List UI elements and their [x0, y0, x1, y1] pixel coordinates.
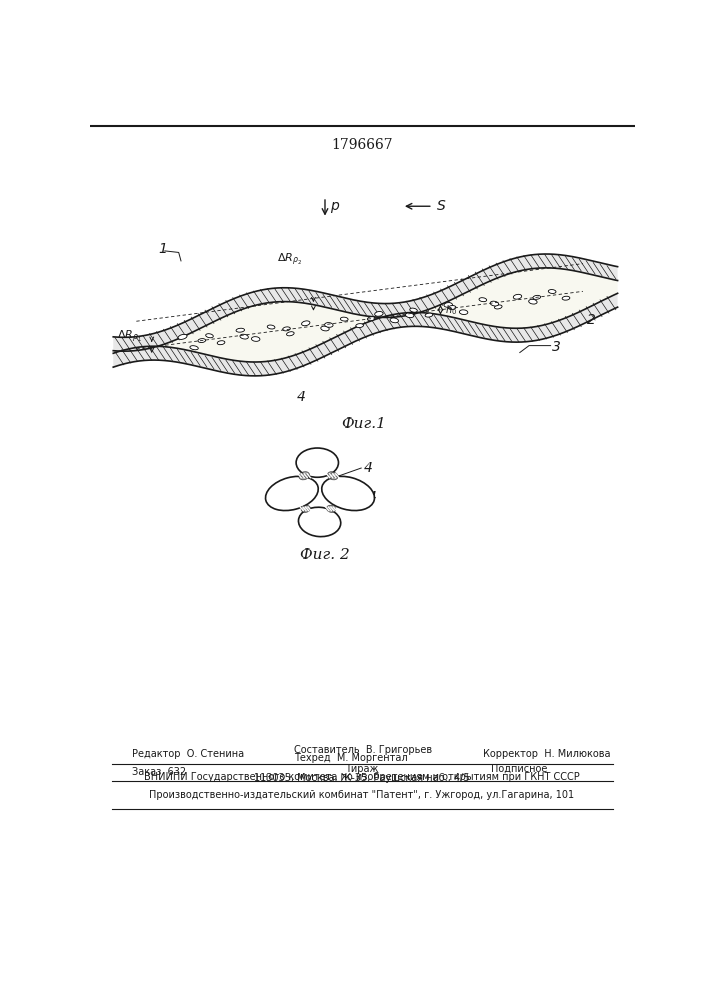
Text: $\Delta R_{\rho_1}$: $\Delta R_{\rho_1}$	[117, 329, 142, 345]
Ellipse shape	[410, 308, 417, 312]
Ellipse shape	[299, 472, 310, 480]
Ellipse shape	[460, 310, 468, 315]
Ellipse shape	[406, 313, 414, 318]
Polygon shape	[113, 268, 618, 362]
Text: 1: 1	[158, 242, 167, 256]
Polygon shape	[113, 293, 618, 376]
Text: Техред  М. Моргентал: Техред М. Моргентал	[294, 753, 408, 763]
Ellipse shape	[529, 299, 537, 304]
Ellipse shape	[490, 301, 498, 306]
Polygon shape	[113, 254, 618, 351]
Ellipse shape	[533, 295, 541, 299]
Ellipse shape	[236, 328, 245, 332]
Text: Фиг.1: Фиг.1	[341, 417, 386, 431]
Ellipse shape	[190, 346, 198, 350]
Ellipse shape	[286, 332, 294, 336]
Ellipse shape	[368, 317, 375, 321]
Text: Подписное: Подписное	[491, 764, 547, 774]
Text: Тираж: Тираж	[345, 764, 379, 774]
Text: Производственно-издательский комбинат "Патент", г. Ужгород, ул.Гагарина, 101: Производственно-издательский комбинат "П…	[149, 790, 575, 800]
Ellipse shape	[513, 294, 522, 299]
Text: Заказ  632: Заказ 632	[132, 767, 187, 777]
Ellipse shape	[562, 296, 570, 300]
Ellipse shape	[549, 290, 556, 293]
Ellipse shape	[327, 472, 338, 480]
Ellipse shape	[448, 306, 456, 309]
Ellipse shape	[206, 334, 214, 338]
Text: $\Delta R_{\rho_2}$: $\Delta R_{\rho_2}$	[277, 252, 303, 268]
Text: 3: 3	[552, 340, 561, 354]
Ellipse shape	[321, 326, 329, 331]
Ellipse shape	[283, 327, 291, 331]
Text: 113035, Москва, Ж-35, Раушская наб., 4/5: 113035, Москва, Ж-35, Раушская наб., 4/5	[254, 773, 469, 783]
Ellipse shape	[390, 318, 399, 323]
Ellipse shape	[327, 505, 336, 512]
Ellipse shape	[375, 312, 383, 316]
Text: 4: 4	[296, 390, 305, 404]
Text: 1796667: 1796667	[331, 138, 393, 152]
Text: $h_0$: $h_0$	[445, 303, 457, 317]
Ellipse shape	[301, 505, 310, 512]
Text: 4: 4	[363, 461, 373, 475]
Text: Составитель  В. Григорьев: Составитель В. Григорьев	[294, 745, 432, 755]
Ellipse shape	[479, 298, 486, 302]
Ellipse shape	[296, 448, 339, 477]
Text: p: p	[329, 199, 339, 213]
Ellipse shape	[322, 476, 375, 511]
Text: Редактор  О. Стенина: Редактор О. Стенина	[132, 749, 245, 759]
Ellipse shape	[444, 303, 452, 307]
Text: Фиг. 2: Фиг. 2	[300, 548, 350, 562]
Text: Корректор  Н. Милюкова: Корректор Н. Милюкова	[483, 749, 610, 759]
Ellipse shape	[252, 337, 260, 341]
Ellipse shape	[267, 325, 275, 329]
Ellipse shape	[356, 324, 363, 328]
Ellipse shape	[266, 476, 318, 511]
Ellipse shape	[494, 305, 502, 309]
Ellipse shape	[240, 334, 248, 339]
Ellipse shape	[217, 341, 225, 345]
Ellipse shape	[302, 321, 310, 326]
Text: 4: 4	[368, 490, 376, 504]
Ellipse shape	[198, 339, 206, 343]
Text: S: S	[437, 199, 445, 213]
Ellipse shape	[425, 313, 433, 317]
Ellipse shape	[178, 334, 187, 339]
Ellipse shape	[340, 317, 348, 321]
Text: ВНИИПИ Государственного комитета по изобретениям и открытиям при ГКНТ СССР: ВНИИПИ Государственного комитета по изоб…	[144, 772, 580, 782]
Ellipse shape	[325, 323, 333, 327]
Text: 2: 2	[587, 313, 596, 327]
Ellipse shape	[298, 507, 341, 537]
